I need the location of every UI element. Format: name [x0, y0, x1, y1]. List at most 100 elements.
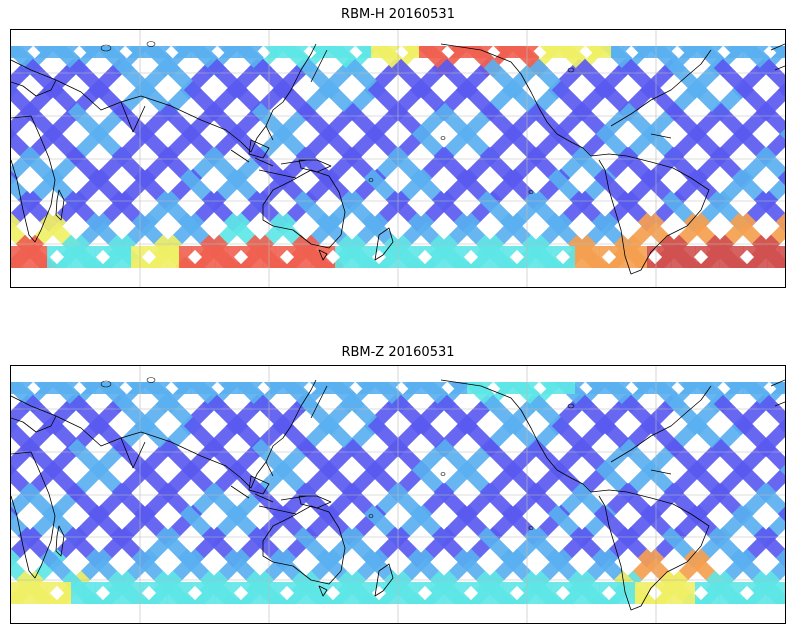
- polar-cell: [407, 46, 420, 58]
- polar-cell: [695, 382, 708, 394]
- swath-gap: [141, 585, 157, 601]
- coastline-path: [310, 385, 328, 419]
- polar-cell: [407, 582, 420, 604]
- polar-cell: [599, 46, 612, 58]
- polar-cell: [311, 46, 324, 58]
- polar-cell: [659, 46, 672, 58]
- polar-cell: [203, 582, 216, 604]
- polar-cell: [59, 46, 72, 58]
- polar-cell: [335, 582, 348, 604]
- polar-cell: [455, 46, 468, 58]
- polar-cell: [11, 246, 24, 268]
- polar-cell: [587, 382, 600, 394]
- swath-gap: [509, 585, 525, 601]
- polar-cell: [659, 582, 672, 604]
- polar-cell: [107, 246, 120, 268]
- coastline-path: [120, 101, 146, 133]
- swath-gap: [119, 381, 133, 395]
- polar-cell: [527, 246, 540, 268]
- polar-cell: [311, 382, 324, 394]
- polar-cell: [371, 46, 384, 58]
- coastline-path: [440, 379, 592, 493]
- swath-segment: [757, 102, 785, 140]
- polar-cell: [587, 582, 600, 604]
- coastline-path: [262, 505, 346, 585]
- polar-cell: [47, 46, 60, 58]
- polar-cell: [131, 46, 144, 58]
- polar-cell: [455, 246, 468, 268]
- polar-cell: [11, 382, 24, 394]
- polar-cell: [287, 46, 300, 58]
- polar-cell: [707, 382, 720, 394]
- polar-cell: [11, 582, 24, 604]
- swath-gap: [349, 45, 363, 59]
- polar-cell: [11, 46, 24, 58]
- swath-gap: [671, 45, 685, 59]
- polar-cell: [635, 382, 648, 394]
- polar-cell: [107, 46, 120, 58]
- swath-gap: [279, 585, 295, 601]
- polar-cell: [71, 246, 84, 268]
- polar-cell: [239, 46, 252, 58]
- polar-cell: [479, 582, 492, 604]
- swath-gap: [763, 45, 777, 59]
- island-outline: [368, 178, 374, 182]
- polar-cell: [611, 582, 624, 604]
- polar-cell: [215, 582, 228, 604]
- polar-cell: [779, 382, 785, 394]
- island-outline: [567, 403, 575, 409]
- polar-cell: [83, 382, 96, 394]
- polar-cell: [683, 246, 696, 268]
- polar-cell: [731, 582, 744, 604]
- polar-cell: [203, 46, 216, 58]
- coastline-path: [262, 169, 346, 249]
- polar-cell: [779, 582, 785, 604]
- polar-cell: [227, 246, 240, 268]
- polar-cell: [431, 582, 444, 604]
- polar-cell: [95, 382, 108, 394]
- swath-gap: [601, 249, 617, 265]
- polar-cell: [335, 246, 348, 268]
- coastline-path: [374, 563, 394, 597]
- polar-cell: [539, 582, 552, 604]
- polar-cell: [635, 582, 648, 604]
- polar-cell: [407, 246, 420, 268]
- polar-cell: [431, 382, 444, 394]
- polar-cell: [599, 382, 612, 394]
- polar-cell: [479, 246, 492, 268]
- coastline-path: [55, 379, 317, 489]
- swath-gap: [417, 249, 433, 265]
- coastlines: [11, 41, 785, 275]
- polar-cell: [563, 46, 576, 58]
- polar-cell: [35, 46, 48, 58]
- swath-segment: [11, 394, 37, 430]
- swath-gap: [257, 381, 271, 395]
- polar-cell: [587, 246, 600, 268]
- coastline-path: [11, 451, 56, 579]
- polar-cell: [743, 46, 756, 58]
- polar-cell: [383, 46, 396, 58]
- polar-cell: [179, 382, 192, 394]
- polar-cell: [299, 582, 312, 604]
- polar-cell: [119, 582, 132, 604]
- polar-cell: [575, 582, 588, 604]
- swath-gap: [693, 249, 709, 265]
- polar-cell: [359, 46, 372, 58]
- swath-gap: [371, 585, 387, 601]
- polar-cell: [119, 246, 132, 268]
- polar-cell: [191, 46, 204, 58]
- swath-gap: [647, 585, 663, 601]
- island-outline: [146, 41, 156, 47]
- polar-cell: [575, 246, 588, 268]
- swath-gap: [739, 249, 755, 265]
- swath-gap: [49, 585, 65, 601]
- swath-gap: [717, 45, 731, 59]
- polar-cell: [443, 582, 456, 604]
- swath-gap: [601, 585, 617, 601]
- coastline-path: [248, 125, 274, 159]
- coastline-path: [230, 149, 308, 179]
- polar-cell: [515, 382, 528, 394]
- polar-cell: [83, 246, 96, 268]
- polar-cell: [131, 582, 144, 604]
- polar-cell: [23, 246, 36, 268]
